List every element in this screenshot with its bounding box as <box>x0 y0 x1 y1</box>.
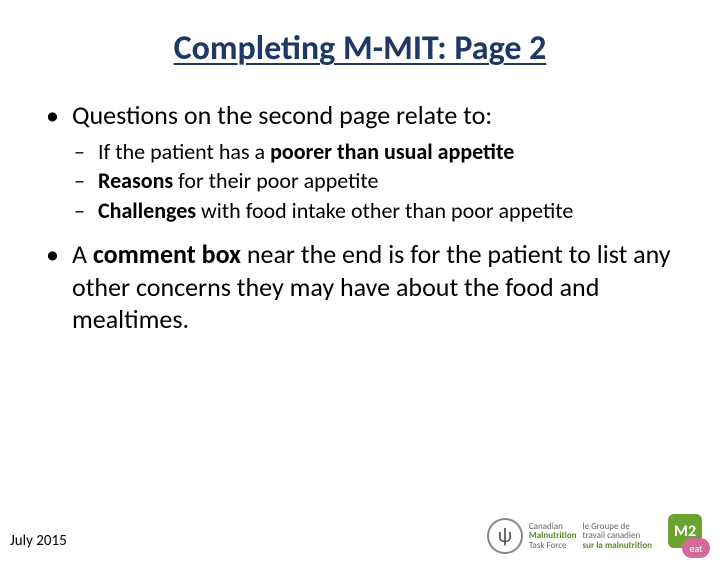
fork-icon: ψ <box>487 518 523 554</box>
sub1-pre: If the patient has a <box>98 138 270 165</box>
bullet-1-text: Questions on the second page relate to: <box>72 99 492 131</box>
sub-bullet-3: Challenges with food intake other than p… <box>72 197 676 225</box>
m2-eat-logo: M2 eat <box>666 514 710 558</box>
sub-bullet-2: Reasons for their poor appetite <box>72 167 676 195</box>
sub3-post: with food intake other than poor appetit… <box>196 197 573 224</box>
bullet-item-2: A comment box near the end is for the pa… <box>44 238 676 336</box>
eat-badge: eat <box>682 538 710 558</box>
bullet-list-level1: Questions on the second page relate to: … <box>44 99 676 336</box>
cmtf-fr-3: sur la malnutrition <box>583 540 652 551</box>
bullet-item-1: Questions on the second page relate to: … <box>44 99 676 224</box>
sub3-bold: Challenges <box>98 197 196 224</box>
sub2-post: for their poor appetite <box>173 167 378 194</box>
sub2-bold: Reasons <box>98 167 173 194</box>
cmtf-en-3: Task Force <box>529 540 567 551</box>
sub-bullet-1: If the patient has a poorer than usual a… <box>72 138 676 166</box>
cmtf-logo: ψ Canadian Malnutrition Task Force le Gr… <box>487 518 656 554</box>
cmtf-logo-text: Canadian Malnutrition Task Force le Grou… <box>529 522 656 550</box>
content-area: Questions on the second page relate to: … <box>0 99 720 336</box>
footer-logos: ψ Canadian Malnutrition Task Force le Gr… <box>487 514 710 558</box>
footer-date: July 2015 <box>10 532 67 550</box>
bullet-2-bold: comment box <box>93 238 241 270</box>
bullet-2-pre: A <box>72 238 93 270</box>
sub1-bold: poorer than usual appetite <box>270 138 514 165</box>
bullet-list-level2: If the patient has a poorer than usual a… <box>72 138 676 225</box>
page-title: Completing M-MIT: Page 2 <box>0 28 720 69</box>
